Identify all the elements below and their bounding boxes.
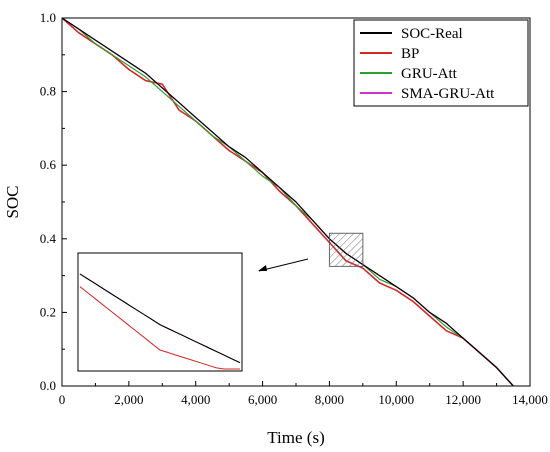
inset-line-bp bbox=[79, 286, 240, 370]
y-tick-label: 0.0 bbox=[40, 378, 56, 393]
legend-label-bp: BP bbox=[401, 46, 419, 62]
inset-arrow bbox=[258, 258, 309, 272]
inset-panel bbox=[77, 252, 243, 372]
series-line-gru-att bbox=[61, 17, 514, 387]
x-tick-label: 0 bbox=[59, 392, 66, 407]
y-tick-label: 0.2 bbox=[40, 304, 56, 319]
x-axis-title: Time (s) bbox=[267, 428, 324, 447]
x-tick-label: 4,000 bbox=[181, 392, 210, 407]
legend-label-gru-att: GRU-Att bbox=[401, 66, 458, 82]
legend: SOC-Real BP GRU-Att SMA-GRU-Att bbox=[353, 19, 529, 107]
x-axis-ticks: 0 2,000 4,000 6,000 8,000 10,000 12,000 14,000 bbox=[59, 381, 548, 407]
legend-box bbox=[353, 19, 529, 107]
inset-arrow-head bbox=[258, 265, 267, 271]
highlight-region bbox=[328, 232, 364, 267]
x-tick-label: 6,000 bbox=[248, 392, 277, 407]
y-tick-label: 0.4 bbox=[40, 231, 57, 246]
x-tick-label: 12,000 bbox=[445, 392, 481, 407]
x-tick-label: 10,000 bbox=[378, 392, 414, 407]
inset-line-soc-real bbox=[79, 273, 241, 364]
y-axis-title: SOC bbox=[3, 185, 22, 218]
y-tick-label: 0.6 bbox=[40, 157, 57, 172]
x-tick-label: 8,000 bbox=[315, 392, 344, 407]
legend-label-sma-gru-att: SMA-GRU-Att bbox=[401, 86, 495, 102]
series-line-soc-real bbox=[61, 17, 514, 387]
y-tick-label: 0.8 bbox=[40, 84, 56, 99]
y-tick-label: 1.0 bbox=[40, 10, 56, 25]
x-tick-label: 14,000 bbox=[512, 392, 548, 407]
series-lines bbox=[61, 17, 514, 387]
legend-label-soc-real: SOC-Real bbox=[401, 26, 463, 42]
y-axis-ticks: 0.0 0.2 0.4 0.6 0.8 1.0 bbox=[40, 10, 67, 393]
x-tick-label: 2,000 bbox=[114, 392, 143, 407]
series-line-bp bbox=[61, 17, 514, 387]
